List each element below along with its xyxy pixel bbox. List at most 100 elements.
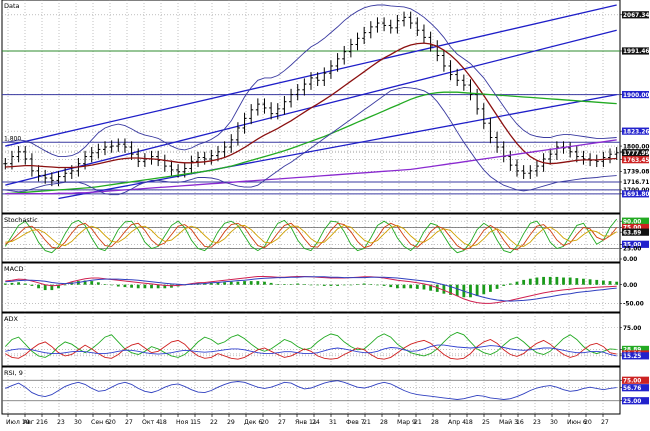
x-tick-label: 20 — [261, 419, 269, 426]
axis-value-badge — [622, 47, 649, 55]
x-tick-label: 31 — [329, 419, 337, 426]
x-tick-label: Ноя 1 — [176, 419, 194, 426]
y-tick-label: 1716.71 — [623, 180, 649, 186]
x-tick-label: Июл 19 — [6, 419, 30, 426]
axis-value-badge — [622, 217, 649, 225]
x-tick-label: 16 — [40, 419, 48, 426]
macd-histogram-bar — [455, 284, 459, 297]
macd-histogram-bar — [582, 278, 585, 285]
macd-histogram-bar — [30, 284, 34, 286]
axis-value-badge — [622, 352, 649, 360]
axis-value-badge — [622, 345, 649, 354]
x-tick-label: Дек 6 — [244, 419, 262, 426]
macd-histogram-bar — [17, 282, 21, 285]
axis-value-badge — [622, 190, 649, 198]
series-rsi — [5, 380, 617, 400]
macd-histogram-bar — [376, 284, 379, 286]
macd-histogram-bar — [269, 282, 273, 285]
macd-histogram-bar — [289, 284, 293, 285]
macd-histogram-bar — [83, 280, 87, 285]
macd-histogram-bar — [150, 284, 153, 289]
axis-value-badge — [622, 156, 649, 164]
macd-histogram-bar — [595, 279, 599, 285]
panel-title: Stochastic — [4, 216, 38, 224]
x-tick-label: 24 — [312, 419, 320, 426]
panel-title: RSI, 9 — [4, 369, 23, 377]
panel-title: ADX — [4, 315, 18, 323]
series-stoch-slow — [5, 224, 617, 247]
x-tick-label: Окт 4 — [142, 419, 160, 426]
macd-histogram-bar — [475, 284, 479, 297]
x-tick-label: 15 — [193, 419, 201, 426]
macd-histogram-bar — [256, 281, 260, 285]
macd-histogram-bar — [130, 284, 133, 288]
y-tick-label: -50.00 — [623, 302, 644, 308]
y-tick-label: 15.25 — [623, 354, 641, 360]
macd-histogram-bar — [123, 284, 127, 288]
x-tick-label: 20 — [108, 419, 116, 426]
x-tick-label: 18 — [465, 419, 473, 426]
y-tick-label: 1739.08 — [623, 169, 649, 175]
macd-histogram-bar — [429, 284, 433, 291]
x-tick-label: 27 — [278, 419, 286, 426]
macd-histogram-bar — [548, 276, 552, 285]
x-tick-label: Июн 6 — [567, 419, 587, 426]
x-tick-label: 23 — [57, 419, 65, 426]
y-tick-label: 56.76 — [623, 386, 641, 392]
x-tick-label: 20 — [584, 419, 592, 426]
macd-histogram-bar — [435, 284, 439, 292]
y-tick-label: 0.00 — [623, 283, 637, 289]
x-tick-label: 30 — [550, 419, 558, 426]
macd-histogram-bar — [528, 278, 532, 285]
macd-histogram-bar — [10, 282, 14, 285]
macd-histogram-bar — [442, 284, 446, 294]
series-boll-lower — [5, 86, 617, 196]
x-tick-label: Авг 2 — [23, 419, 40, 426]
macd-histogram-bar — [263, 281, 266, 285]
macd-histogram-bar — [422, 284, 426, 290]
macd-histogram-bar — [216, 282, 220, 285]
macd-histogram-bar — [3, 283, 7, 285]
series-ma-long — [5, 139, 617, 195]
x-tick-label: 30 — [74, 419, 82, 426]
axis-value-badge — [622, 376, 649, 384]
x-tick-label: Сен 6 — [91, 419, 109, 426]
panel-frame — [1, 213, 621, 263]
series-ma-mid — [5, 91, 617, 195]
y-tick-label: 90.00 — [623, 219, 641, 225]
axis-value-badge — [622, 397, 649, 405]
y-tick-label: 1991.46 — [623, 49, 649, 55]
x-tick-label: Янв 11 — [295, 419, 317, 426]
series-adx-plus — [4, 331, 617, 358]
macd-histogram-bar — [322, 284, 326, 286]
macd-histogram-bar — [50, 284, 54, 291]
x-tick-label: 21 — [363, 419, 371, 426]
macd-histogram-bar — [402, 284, 406, 289]
macd-histogram-bar — [449, 284, 452, 295]
x-tick-label: Фев 7 — [346, 419, 365, 426]
macd-histogram-bar — [342, 284, 346, 286]
axis-value-badge — [622, 127, 649, 135]
y-tick-label: 1823.26 — [623, 129, 649, 135]
y-tick-label: 2067.34 — [623, 13, 649, 19]
macd-histogram-bar — [309, 284, 313, 286]
y-tick-label: 1777.99 — [623, 151, 649, 157]
macd-histogram-bar — [276, 284, 280, 285]
macd-histogram-bar — [43, 284, 47, 291]
panel-frame — [1, 312, 621, 367]
y-tick-label: 25.00 — [623, 247, 641, 253]
x-tick-label: Апр 4 — [448, 419, 466, 426]
x-tick-label: Май 3 — [499, 418, 518, 426]
y-tick-label: 1800.00 — [623, 144, 649, 150]
series-adx — [5, 344, 617, 357]
series-stoch-k — [4, 218, 618, 254]
x-tick-label: 21 — [414, 419, 422, 426]
macd-histogram-bar — [409, 284, 413, 289]
y-tick-label: 1763.45 — [623, 158, 649, 164]
x-tick-label: 22 — [210, 419, 218, 426]
macd-histogram-bar — [482, 284, 486, 295]
